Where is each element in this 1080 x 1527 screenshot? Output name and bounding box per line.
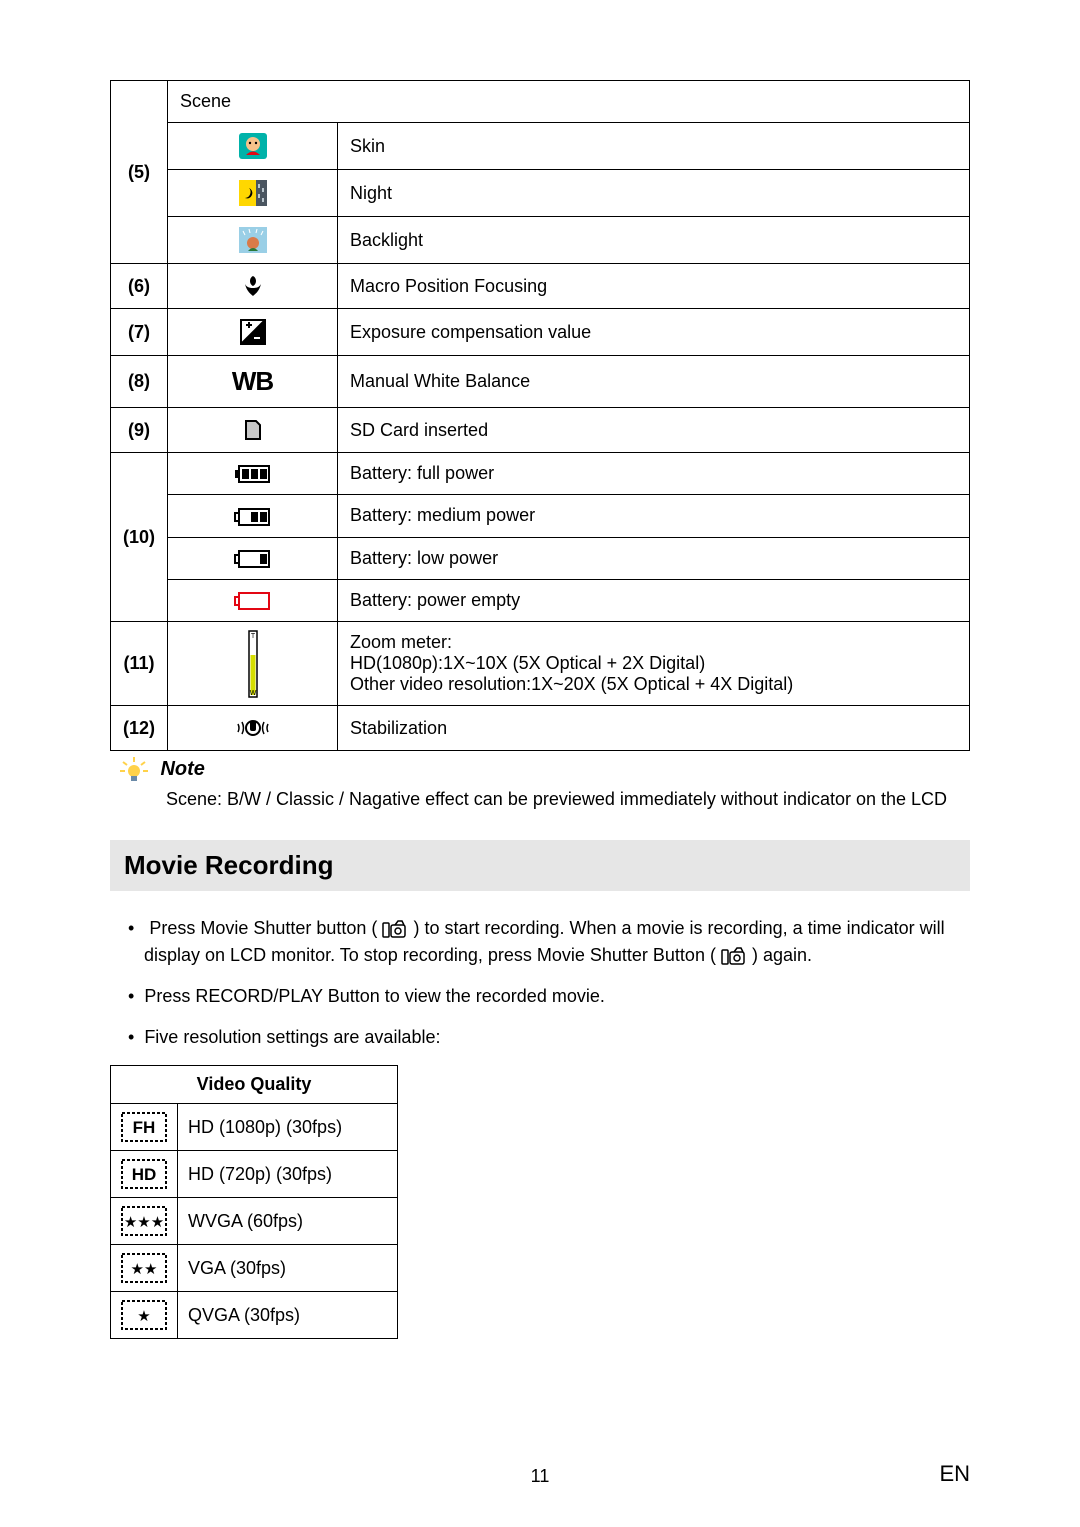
fh-icon: FH — [121, 1112, 167, 1142]
sd-icon — [241, 418, 265, 442]
shutter-icon — [382, 919, 408, 939]
backlight-icon — [239, 227, 267, 253]
note-block: Note Scene: B/W / Classic / Nagative eff… — [120, 757, 970, 810]
svg-text:★★: ★★ — [131, 1261, 158, 1278]
svg-text:★: ★ — [137, 1308, 150, 1325]
battery-full-icon — [233, 464, 273, 484]
exposure-icon — [240, 319, 266, 345]
exposure-icon-cell — [168, 309, 338, 356]
note-label: Note — [160, 758, 204, 780]
wb-icon: WB — [232, 366, 273, 396]
row-num-9: (9) — [111, 408, 168, 453]
vq-label-hd: HD (720p) (30fps) — [178, 1151, 398, 1198]
vq-icon-1star: ★ — [111, 1292, 178, 1339]
row-num-8: (8) — [111, 356, 168, 408]
svg-text:W: W — [249, 690, 256, 697]
zoom-label: Zoom meter: HD(1080p):1X~10X (5X Optical… — [338, 622, 970, 706]
night-icon — [239, 180, 267, 206]
battery-full-label: Battery: full power — [338, 453, 970, 495]
svg-text:★★★: ★★★ — [124, 1214, 164, 1231]
night-icon-cell — [168, 170, 338, 217]
row-num-6: (6) — [111, 264, 168, 309]
battery-med-icon — [233, 507, 273, 527]
row-num-7: (7) — [111, 309, 168, 356]
row-num-5: (5) — [111, 81, 168, 264]
backlight-icon-cell — [168, 217, 338, 264]
section-heading: Movie Recording — [110, 840, 970, 891]
stars2-icon: ★★ — [121, 1253, 167, 1283]
vq-icon-hd: HD — [111, 1151, 178, 1198]
page-number: 11 — [0, 1466, 1080, 1487]
zoom-icon: T W — [246, 629, 260, 699]
vq-header: Video Quality — [111, 1066, 398, 1104]
footer: 11 EN — [0, 1466, 1080, 1487]
vq-label-1star: QVGA (30fps) — [178, 1292, 398, 1339]
bullet-list: Press Movie Shutter button ( ) to start … — [128, 915, 970, 1051]
wb-icon-cell: WB — [168, 356, 338, 408]
row-num-10: (10) — [111, 453, 168, 622]
battery-med-cell — [168, 495, 338, 537]
row-num-12: (12) — [111, 706, 168, 751]
hd-icon: HD — [121, 1159, 167, 1189]
vq-icon-2star: ★★ — [111, 1245, 178, 1292]
battery-med-label: Battery: medium power — [338, 495, 970, 537]
row-num-11: (11) — [111, 622, 168, 706]
zoom-line-2: HD(1080p):1X~10X (5X Optical + 2X Digita… — [350, 653, 957, 674]
zoom-line-1: Zoom meter: — [350, 632, 957, 653]
vq-label-2star: VGA (30fps) — [178, 1245, 398, 1292]
macro-label: Macro Position Focusing — [338, 264, 970, 309]
battery-empty-label: Battery: power empty — [338, 579, 970, 621]
battery-empty-icon — [233, 591, 273, 611]
note-text: Scene: B/W / Classic / Nagative effect c… — [166, 789, 970, 810]
svg-text:HD: HD — [132, 1165, 157, 1184]
skin-icon — [239, 133, 267, 159]
battery-low-icon — [233, 549, 273, 569]
battery-full-cell — [168, 453, 338, 495]
note-bulb-icon — [120, 757, 148, 785]
wb-label: Manual White Balance — [338, 356, 970, 408]
battery-low-cell — [168, 537, 338, 579]
macro-icon — [241, 274, 265, 298]
battery-empty-cell — [168, 579, 338, 621]
bullet-2: Press RECORD/PLAY Button to view the rec… — [128, 983, 970, 1010]
exposure-label: Exposure compensation value — [338, 309, 970, 356]
sd-label: SD Card inserted — [338, 408, 970, 453]
stab-icon — [236, 716, 270, 740]
backlight-label: Backlight — [338, 217, 970, 264]
bullet-1: Press Movie Shutter button ( ) to start … — [128, 915, 970, 969]
bullet-1a: Press Movie Shutter button ( — [149, 918, 382, 938]
bullet-3: Five resolution settings are available: — [128, 1024, 970, 1051]
scene-header: Scene — [168, 81, 970, 123]
svg-text:T: T — [250, 633, 255, 640]
shutter-icon-2 — [721, 946, 747, 966]
bullet-1c: ) again. — [752, 945, 812, 965]
vq-icon-3star: ★★★ — [111, 1198, 178, 1245]
zoom-line-3: Other video resolution:1X~20X (5X Optica… — [350, 674, 957, 695]
stars3-icon: ★★★ — [121, 1206, 167, 1236]
battery-low-label: Battery: low power — [338, 537, 970, 579]
sd-icon-cell — [168, 408, 338, 453]
night-label: Night — [338, 170, 970, 217]
stars1-icon: ★ — [121, 1300, 167, 1330]
svg-text:FH: FH — [133, 1118, 156, 1137]
indicator-table: (5) Scene Skin Night — [110, 80, 970, 751]
stab-icon-cell — [168, 706, 338, 751]
video-quality-table: Video Quality FH HD (1080p) (30fps) HD H… — [110, 1065, 398, 1339]
vq-icon-fh: FH — [111, 1104, 178, 1151]
macro-icon-cell — [168, 264, 338, 309]
lang-label: EN — [939, 1461, 970, 1487]
vq-label-3star: WVGA (60fps) — [178, 1198, 398, 1245]
zoom-icon-cell: T W — [168, 622, 338, 706]
skin-icon-cell — [168, 123, 338, 170]
skin-label: Skin — [338, 123, 970, 170]
stab-label: Stabilization — [338, 706, 970, 751]
vq-label-fh: HD (1080p) (30fps) — [178, 1104, 398, 1151]
